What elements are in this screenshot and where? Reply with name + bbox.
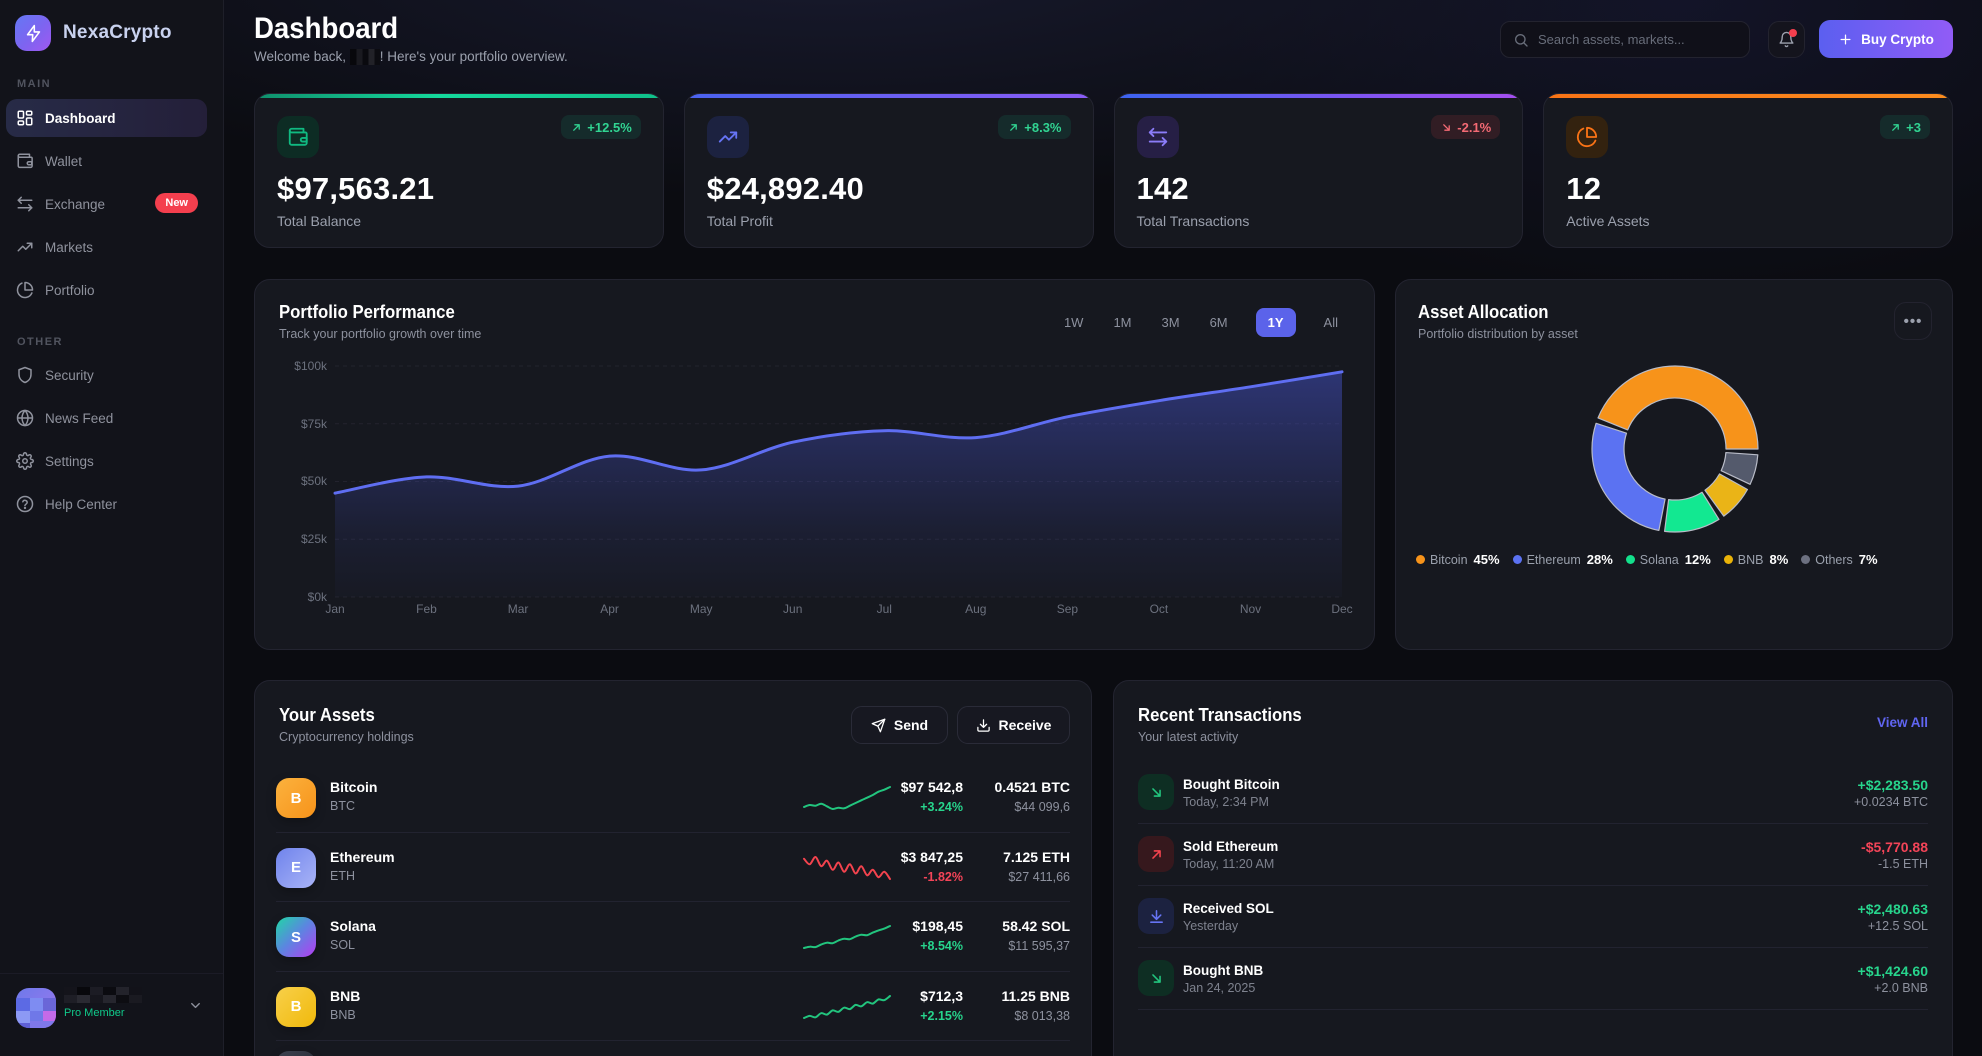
svg-text:$50k: $50k [301, 474, 328, 488]
svg-text:Jan: Jan [325, 602, 344, 616]
svg-text:Oct: Oct [1150, 602, 1169, 616]
svg-text:$25k: $25k [301, 532, 328, 546]
svg-text:Jun: Jun [783, 602, 802, 616]
svg-text:$0k: $0k [308, 590, 328, 604]
svg-text:May: May [690, 602, 713, 616]
svg-text:Dec: Dec [1331, 602, 1352, 616]
svg-text:Aug: Aug [965, 602, 986, 616]
svg-text:Jul: Jul [877, 602, 892, 616]
svg-text:Feb: Feb [416, 602, 437, 616]
svg-text:Sep: Sep [1057, 602, 1079, 616]
svg-text:Apr: Apr [600, 602, 619, 616]
svg-text:Nov: Nov [1240, 602, 1261, 616]
svg-text:$75k: $75k [301, 417, 328, 431]
svg-text:$100k: $100k [294, 359, 328, 373]
svg-text:Mar: Mar [508, 602, 529, 616]
